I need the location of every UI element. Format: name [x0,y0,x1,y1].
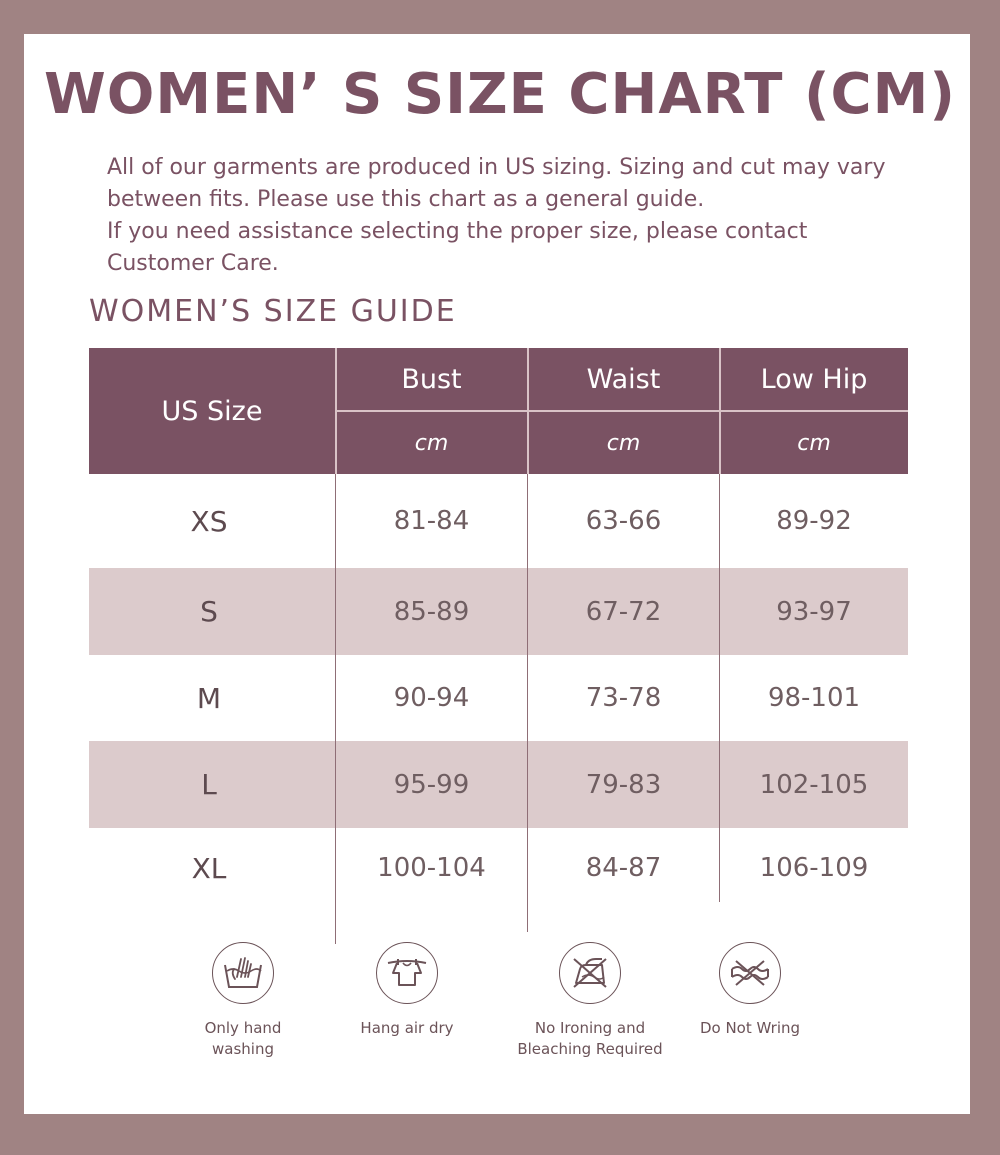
cell-bust: 100-104 [377,853,486,883]
cell-size: S [200,595,218,628]
unit-waist: cm [606,430,641,456]
header-bust: Bust [401,363,462,395]
cell-waist: 79-83 [585,769,662,800]
cell-bust: 81-84 [393,506,470,536]
hang-dry-icon [376,942,438,1004]
hand-wash-icon [212,942,274,1004]
intro-text: All of our garments are produced in US s… [107,152,907,280]
cell-waist: 67-72 [585,596,662,627]
cell-low-hip: 93-97 [776,596,852,627]
header-waist: Waist [586,363,661,395]
cell-bust: 90-94 [393,683,470,713]
cell-size: M [196,681,222,715]
column-divider [335,474,336,944]
no-wring-icon [719,942,781,1004]
care-label: Hang air dry [360,1019,454,1037]
care-label: Do Not Wring [699,1019,801,1037]
no-iron-icon [559,942,621,1004]
cell-low-hip: 102-105 [759,769,869,800]
cell-size: XL [191,851,227,885]
intro-line-1: All of our garments are produced in US s… [107,155,886,212]
cell-size: XS [190,504,228,538]
table-row: XL 100-104 84-87 106-109 [89,828,908,908]
table-header: US Size Bust Waist Low Hip cm cm cm [89,348,908,474]
cell-waist: 73-78 [585,683,662,713]
table-row: M 90-94 73-78 98-101 [89,655,908,741]
header-us-size: US Size [161,395,263,427]
size-table: US Size Bust Waist Low Hip cm cm cm XS 8… [89,348,908,944]
care-label: Only hand washing [204,1019,282,1058]
cell-low-hip: 89-92 [776,506,852,536]
column-divider [719,474,720,902]
unit-bust: cm [414,430,449,456]
cell-low-hip: 106-109 [759,853,869,883]
cell-bust: 95-99 [393,769,470,800]
table-row: XS 81-84 63-66 89-92 [89,474,908,568]
cell-waist: 63-66 [585,506,662,536]
table-row: L 95-99 79-83 102-105 [89,741,908,828]
care-item-hang-dry: Hang air dry [317,940,497,1039]
intro-line-2: If you need assistance selecting the pro… [107,219,808,276]
cell-bust: 85-89 [393,596,470,627]
cell-low-hip: 98-101 [767,683,861,713]
size-guide-heading: WOMEN’S SIZE GUIDE [89,294,457,329]
cell-size: L [201,768,217,801]
page-title: WOMEN’ S SIZE CHART (CM) [44,62,956,127]
care-item-hand-wash: Only hand washing [153,940,333,1060]
care-item-no-wring: Do Not Wring [660,940,840,1039]
header-unit-divider [335,410,908,412]
unit-low-hip: cm [797,430,831,456]
table-row: S 85-89 67-72 93-97 [89,568,908,655]
column-divider [527,474,528,932]
cell-waist: 84-87 [585,853,662,883]
care-instructions: Only hand washing Hang air dry No Ironin… [0,940,1000,1080]
care-label: No Ironing and Bleaching Required [517,1019,663,1058]
header-low-hip: Low Hip [760,363,868,395]
care-item-no-iron: No Ironing and Bleaching Required [500,940,680,1060]
